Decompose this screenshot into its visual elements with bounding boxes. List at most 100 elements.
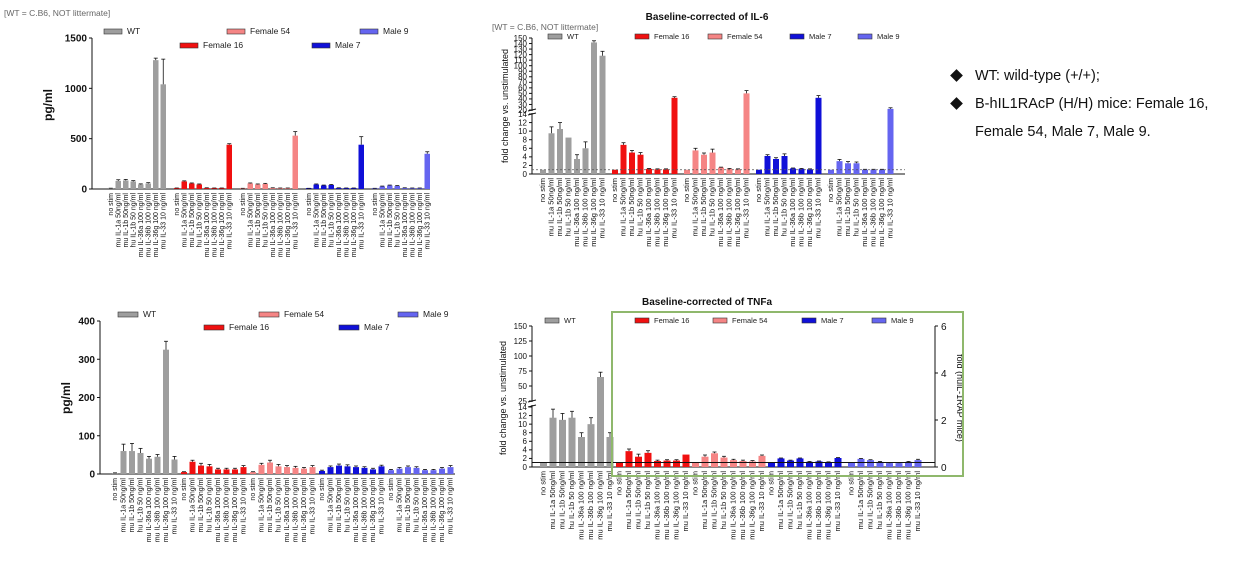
chart-4-category-label: mu IL-36a 100 ng/ml <box>885 471 894 540</box>
chart-3-bar <box>447 467 454 474</box>
chart-1-bar <box>181 181 187 189</box>
chart-4-bar <box>825 462 832 467</box>
chart-4-legend-label: Male 7 <box>821 316 844 325</box>
chart-2-legend-label: WT <box>567 32 579 41</box>
chart-2-legend-swatch <box>789 33 805 40</box>
chart-4-category-label: hu IL-1b 50 ng/ml <box>875 471 884 530</box>
chart-3-bar <box>137 452 144 474</box>
chart-4-category-label: mu IL-33 10 ng/ml <box>833 471 842 532</box>
chart-1-bar <box>313 184 319 189</box>
chart-3-bar <box>309 467 316 474</box>
chart-4-bar <box>692 462 699 467</box>
chart-3-legend-swatch <box>397 311 419 318</box>
note-text-wt: WT: wild-type (+/+); <box>975 68 1100 84</box>
chart-4-category-label: mu IL-1a 50ng/ml <box>776 471 785 530</box>
notes-panel: WT: wild-type (+/+); B-hIL1RAcP (H/H) mi… <box>948 62 1248 146</box>
chart-2-bar <box>735 169 741 174</box>
chart-1-bar <box>247 183 253 189</box>
chart-2-bar <box>743 93 750 174</box>
chart-1-bar <box>409 188 415 189</box>
chart-1-category-label: mu IL-33 10 ng/ml <box>424 193 431 250</box>
chart-4-ylabel-right: fold (hulL-1RAP mice) <box>955 354 965 442</box>
chart-2-bar <box>599 55 606 174</box>
chart-1-legend-label: Male 7 <box>335 40 361 50</box>
chart-3-category-label: mu IL-1b 50ng/ml <box>336 478 343 533</box>
chart-4-bar <box>730 460 737 467</box>
chart-2-y-tick-label: 12 <box>518 118 527 127</box>
chart-4-category-label: mu IL-1a 50ng/ml <box>856 471 865 530</box>
chart-4-category-label: mu IL-36b 100 ng/ml <box>586 471 595 540</box>
chart-2-legend-label: Male 7 <box>809 32 832 41</box>
chart-4-bar <box>867 460 874 467</box>
chart-1-category-label: mu IL-1b 50ng/ml <box>321 193 328 248</box>
chart-4-category-label: mu IL-1b 50ng/ml <box>558 471 567 530</box>
chart-4-y-tick-label: 10 <box>518 420 527 429</box>
chart-1-bar <box>343 188 349 189</box>
chart-4-bar <box>914 460 922 467</box>
chart-1-category-label: no stim <box>108 193 115 216</box>
chart-4-bar <box>559 419 566 467</box>
chart-2-category-label: no stim <box>682 178 691 202</box>
chart-4-legend-swatch <box>712 317 728 324</box>
chart-1-category-label: hu IL-1b 50 ng/ml <box>394 193 401 248</box>
chart-2-title: Baseline-corrected of IL-6 <box>646 12 769 23</box>
chart-1-category-label: no stim <box>306 193 313 216</box>
chart-1-bar <box>321 185 327 189</box>
chart-2-bar <box>565 137 572 174</box>
chart-1-category-label: mu IL-33 10 ng/ml <box>292 193 299 250</box>
chart-1-category-label: mu IL-36b 100 ng/ml <box>343 193 350 258</box>
chart-1-category-label: mu IL-1b 50ng/ml <box>123 193 130 248</box>
chart-3-bar <box>378 466 385 474</box>
chart-4-bar <box>758 455 766 467</box>
chart-2-y-tick-label: 60 <box>518 84 527 93</box>
chart-4-bar <box>711 453 718 467</box>
chart-2-bar <box>773 159 779 174</box>
chart-4-bar <box>768 462 775 467</box>
chart-3-bar <box>430 470 437 474</box>
chart-2-legend-swatch <box>857 33 873 40</box>
chart-3-category-label: mu IL-33 10 ng/ml <box>241 478 248 535</box>
chart-2-bar <box>781 156 788 174</box>
chart-4-ylabel: fold change vs. unstimulated <box>498 341 508 455</box>
note-text-mice: B-hIL1RAcP (H/H) mice: Female 16, Female… <box>975 96 1209 140</box>
chart-1-bar <box>402 187 408 189</box>
chart-2-category-label: mu IL-33 10 ng/ml <box>670 178 679 239</box>
chart-2-y-tick-label: 14 <box>518 110 527 119</box>
chart-3-bar <box>344 466 351 474</box>
chart-3-category-label: mu IL-36g 100 ng/ml <box>163 478 170 543</box>
chart-4-bar <box>635 456 642 467</box>
chart-4-bar <box>787 460 794 467</box>
chart-4-bar <box>673 460 680 467</box>
chart-3-bar <box>361 467 368 474</box>
chart-2-y-tick-label: 70 <box>518 78 527 87</box>
chart-4-category-label: mu IL-36b 100 ng/ml <box>814 471 823 540</box>
chart-2-bar <box>540 169 546 174</box>
chart-4-break-mark <box>527 399 537 403</box>
chart-1-category-label: mu IL-36g 100 ng/ml <box>285 193 292 258</box>
chart-3-bar <box>154 456 161 474</box>
chart-2-y-tick-label: 110 <box>514 56 527 65</box>
chart-2-category-label: mu IL-36b 100 ng/ml <box>869 178 878 247</box>
chart-1-category-label: hu IL-1b 50 ng/ml <box>130 193 137 248</box>
chart-1-category-label: mu IL-1a 50ng/ml <box>379 193 386 248</box>
chart-1-bar <box>351 188 357 189</box>
chart-2-y-tick-label: 150 <box>514 34 528 43</box>
chart-1-legend-label: Female 54 <box>250 26 290 36</box>
chart-2-category-label: mu IL-33 10 ng/ml <box>598 178 607 239</box>
chart-4-bar <box>540 462 547 467</box>
diamond-bullet-icon <box>950 97 963 110</box>
chart-3-category-label: mu IL-1b 50ng/ml <box>198 478 205 533</box>
chart-3-bar <box>129 451 135 474</box>
chart-4-category-label: no stim <box>767 471 776 495</box>
chart-4-legend-label: Female 54 <box>732 316 767 325</box>
chart-3-legend-swatch <box>117 311 139 318</box>
chart-3-category-label: mu IL-1b 50ng/ml <box>405 478 412 533</box>
chart-2-category-label: mu IL-1b 50ng/ml <box>699 178 708 237</box>
chart-2-bar <box>663 169 669 174</box>
chart-2-category-label: mu IL-36a 100 ng/ml <box>788 178 797 247</box>
chart-3-bar <box>353 467 359 474</box>
chart-3-y-tick-label: 300 <box>78 355 95 366</box>
chart-3-bar <box>215 469 221 474</box>
chart-2-y-tick-label: 6 <box>523 144 528 153</box>
